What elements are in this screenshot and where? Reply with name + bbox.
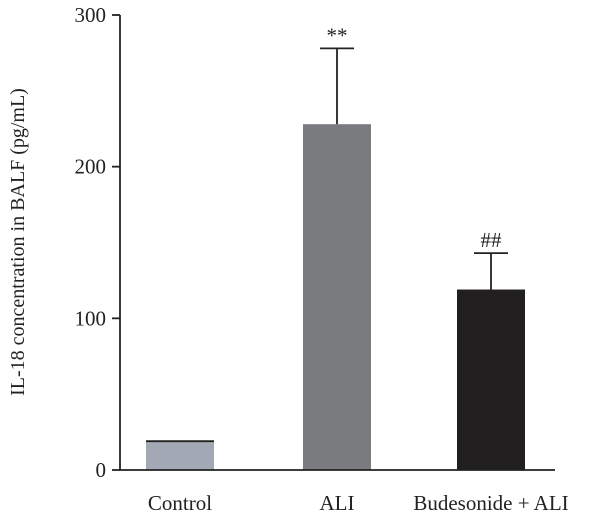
axes xyxy=(119,15,555,471)
y-tick-label: 200 xyxy=(75,155,107,179)
significance-label: ** xyxy=(327,23,348,47)
bars xyxy=(146,124,525,470)
y-tick-label: 300 xyxy=(75,3,107,27)
bar xyxy=(146,441,214,470)
x-category-label: Budesonide + ALI xyxy=(413,491,568,515)
significance-annotations: ** ## xyxy=(327,23,503,252)
x-axis-category-labels: Control ALI Budesonide + ALI xyxy=(148,491,569,515)
error-bars xyxy=(146,47,508,443)
bar xyxy=(303,124,371,470)
y-tick-label: 100 xyxy=(75,306,107,330)
x-category-label: ALI xyxy=(320,491,355,515)
bar xyxy=(457,289,525,470)
significance-label: ## xyxy=(481,228,503,252)
y-axis-ticks: 0 100 200 300 xyxy=(75,3,120,482)
y-axis-label: IL-18 concentration in BALF (pg/mL) xyxy=(7,88,29,396)
x-category-label: Control xyxy=(148,491,212,515)
y-tick-label: 0 xyxy=(96,458,107,482)
